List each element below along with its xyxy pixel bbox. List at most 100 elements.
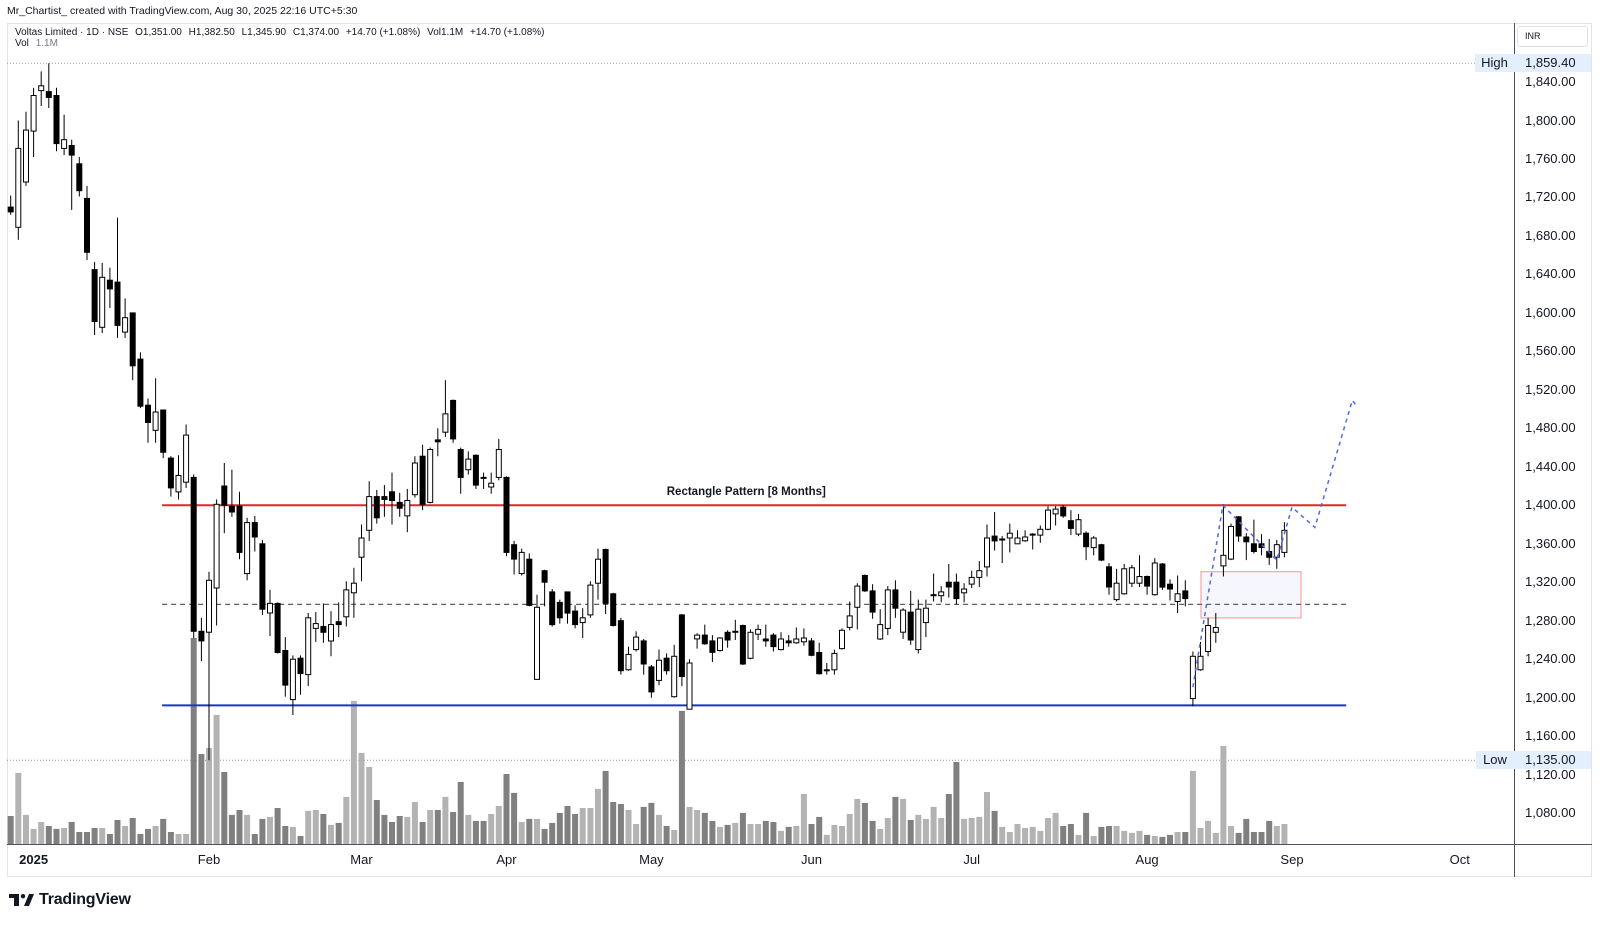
volume-bar	[1060, 826, 1067, 844]
candle-body	[23, 129, 29, 183]
time-axis-label: Apr	[496, 852, 517, 867]
candle-body	[656, 659, 662, 681]
volume-bar	[457, 782, 464, 844]
candle-up	[961, 583, 968, 603]
candle-body	[404, 500, 411, 517]
volume-bar	[877, 828, 884, 844]
candle-body	[106, 279, 113, 290]
volume-bar	[861, 802, 868, 844]
currency-selector[interactable]: INR	[1517, 26, 1588, 47]
projection-path[interactable]	[1192, 398, 1357, 688]
candle-down	[419, 444, 426, 511]
candle-body	[328, 624, 334, 642]
candle-body	[1060, 506, 1067, 517]
candle-body	[1136, 576, 1143, 584]
candle-up	[30, 87, 37, 157]
candle-up	[427, 447, 434, 504]
volume-bar	[389, 822, 395, 844]
legend-change: +14.70 (+1.08%)	[345, 27, 421, 38]
candle-body	[1052, 508, 1059, 515]
volume-bar	[274, 808, 281, 844]
volume-bar	[747, 824, 754, 844]
candle-down	[541, 569, 548, 607]
candle-body	[114, 281, 121, 326]
candle-body	[610, 593, 617, 626]
candle-body	[617, 620, 624, 672]
candle-body	[686, 662, 693, 710]
volume-bar	[579, 808, 586, 844]
candle-down	[907, 590, 914, 645]
candle-body	[579, 617, 586, 624]
volume-bar	[1075, 834, 1082, 844]
candle-body	[244, 522, 251, 575]
time-axis-label: Aug	[1135, 852, 1159, 867]
candle-body	[84, 197, 90, 253]
rectangle-pattern-label[interactable]: Rectangle Pattern [8 Months]	[666, 485, 826, 498]
volume-bar	[145, 828, 151, 844]
candle-body	[1144, 576, 1151, 587]
volume-bar	[343, 796, 350, 844]
projection-dashed-path[interactable]	[1192, 398, 1357, 688]
candle-down	[503, 476, 510, 557]
candle-up	[884, 586, 891, 636]
volume-bar	[823, 834, 830, 844]
retest-zone[interactable]	[1200, 571, 1302, 619]
volume-bar	[610, 802, 617, 844]
volume-bar	[1090, 836, 1097, 844]
candle-down	[785, 635, 792, 647]
candle-body	[915, 608, 922, 651]
candle-body	[160, 409, 167, 453]
volume-bar	[137, 834, 144, 844]
candle-body	[320, 626, 327, 633]
volume-bar	[7, 816, 14, 844]
volume-bar	[442, 796, 449, 844]
candle-down	[953, 573, 960, 605]
candle-body	[671, 655, 678, 698]
candle-down	[572, 605, 579, 629]
volume-bar	[709, 820, 716, 844]
candle-down	[480, 472, 487, 489]
volume-bar	[1121, 830, 1128, 844]
pattern-lines[interactable]	[162, 504, 1347, 707]
volume-bar	[892, 796, 899, 844]
volume-bar	[488, 814, 495, 844]
candle-body	[770, 634, 777, 648]
legend-symbol[interactable]: Voltas Limited · 1D · NSE	[15, 27, 129, 38]
candle-body	[442, 413, 449, 433]
volume-bar	[648, 802, 655, 844]
volume-bar	[129, 818, 136, 844]
candle-body	[190, 476, 197, 632]
volume-bar	[267, 816, 273, 844]
candle-down	[450, 399, 457, 443]
candle-body	[625, 653, 632, 671]
candle-body	[389, 491, 395, 501]
candle-body	[793, 638, 800, 644]
volume-indicator-label[interactable]: Vol	[15, 38, 29, 49]
candle-down	[53, 87, 60, 152]
low-marker-value: 1,135.00	[1514, 751, 1591, 769]
volume-bar	[778, 830, 784, 844]
volume-bar	[701, 812, 708, 844]
tradingview-branding[interactable]: TradingView	[9, 891, 131, 909]
candle-up	[442, 380, 449, 437]
candle-up	[1220, 504, 1227, 577]
price-axis-label: 1,160.00	[1525, 728, 1576, 744]
candle-body	[1067, 520, 1074, 529]
candle-down	[106, 267, 113, 309]
candle-up	[1174, 575, 1181, 613]
retest-zone-rectangle[interactable]	[1200, 571, 1302, 619]
candle-body	[61, 139, 68, 149]
volume-bar	[694, 810, 701, 844]
candle-down	[945, 564, 952, 598]
candle-up	[846, 601, 853, 631]
volume-bar	[289, 826, 296, 844]
volume-bar	[1212, 832, 1219, 844]
volume-indicator-value: 1.1M	[35, 38, 58, 49]
candle-down	[663, 653, 670, 675]
volume-bar	[1205, 820, 1212, 844]
volume-bar	[846, 814, 853, 844]
volume-bar	[1273, 826, 1280, 844]
volume-bar	[1098, 826, 1105, 844]
candle-body	[145, 404, 151, 424]
